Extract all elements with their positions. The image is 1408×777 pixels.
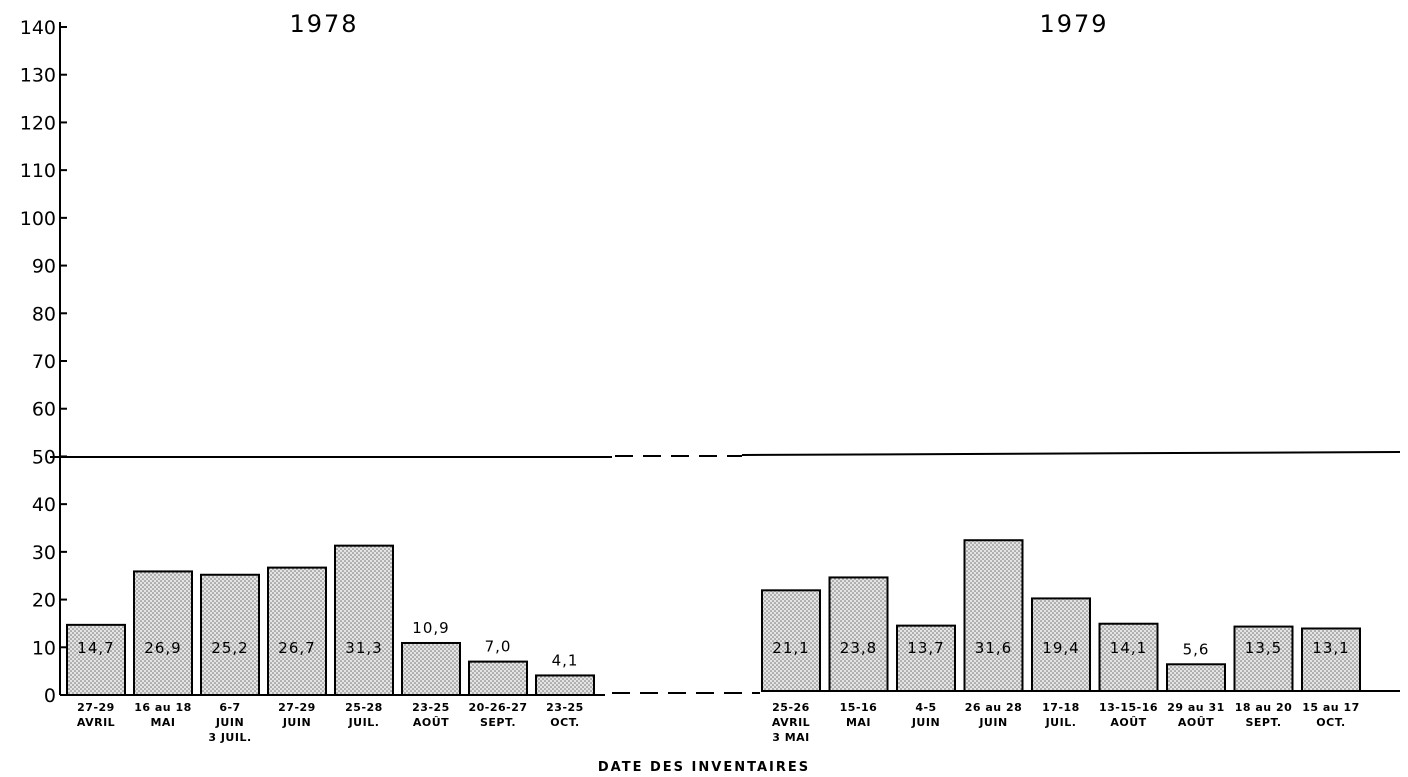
category-label-1978-3: 27-29 (278, 701, 316, 714)
value-label-1978-5: 10,9 (412, 619, 449, 637)
category-label-1978-6: 20-26-27 (468, 701, 527, 714)
category-label-1978-4: 25-28 (345, 701, 383, 714)
category-label-1978-0: 27-29 (77, 701, 115, 714)
bar-1978-7 (535, 674, 595, 696)
bar-1979-3 (963, 539, 1024, 692)
y-tick-label: 120 (20, 112, 56, 134)
bar-group: 14,7 27-29 AVRIL 26,9 16 au 18 MAI 25,2 6-7 JUIN… (66, 539, 1361, 744)
y-tick-label: 100 (20, 208, 56, 230)
y-tick-label: 130 (20, 65, 56, 87)
value-label-1978-3: 26,7 (278, 639, 315, 657)
reference-line-50-1979 (741, 451, 1401, 456)
category-label-1979-8: OCT. (1316, 716, 1345, 729)
category-label-1979-0: 3 MAI (772, 731, 810, 744)
y-tick-label: 0 (44, 685, 56, 707)
y-axis-ticks: 0 10 20 30 40 50 60 70 80 90 100 110 120 130 140 (20, 17, 67, 707)
category-label-1979-1: 15-16 (840, 701, 878, 714)
category-label-1978-2: 6-7 (219, 701, 240, 714)
x-axis-title: DATE DES INVENTAIRES (598, 760, 810, 775)
category-label-1978-2: JUIN (215, 716, 244, 729)
category-label-1979-3: JUIN (978, 716, 1007, 729)
value-label-1978-1: 26,9 (144, 639, 181, 657)
value-label-1979-4: 19,4 (1042, 639, 1079, 657)
value-label-1978-4: 31,3 (345, 639, 382, 657)
y-tick-label: 140 (20, 17, 56, 39)
category-label-1978-5: 23-25 (412, 701, 450, 714)
value-label-1979-7: 13,5 (1245, 639, 1282, 657)
value-label-1979-3: 31,6 (975, 639, 1012, 657)
y-tick-label: 110 (20, 160, 56, 182)
value-label-1979-5: 14,1 (1110, 639, 1147, 657)
category-label-1979-2: 4-5 (915, 701, 936, 714)
category-label-1978-4: JUIL. (348, 716, 380, 729)
category-label-1979-6: AOÛT (1178, 716, 1214, 729)
y-tick-label: 70 (32, 351, 56, 373)
bar-1978-2 (200, 573, 260, 697)
bar-1978-1 (133, 570, 193, 696)
category-label-1978-0: AVRIL (77, 716, 115, 729)
category-label-1979-5: AOÛT (1110, 716, 1146, 729)
y-tick-label: 60 (32, 399, 56, 421)
y-tick-label: 40 (32, 494, 56, 516)
category-label-1978-1: MAI (150, 716, 175, 729)
bar-1979-5 (1098, 622, 1159, 692)
category-label-1979-7: 18 au 20 (1235, 701, 1293, 714)
group-label-1978: 1978 (289, 10, 358, 38)
y-tick-label: 20 (32, 590, 56, 612)
value-label-1979-1: 23,8 (840, 639, 877, 657)
bar-1978-6 (468, 660, 528, 696)
bar-1978-0 (66, 623, 126, 696)
value-label-1978-6: 7,0 (485, 638, 512, 656)
bar-1978-3 (267, 566, 327, 696)
value-label-1979-0: 21,1 (772, 639, 809, 657)
category-label-1978-2: 3 JUIL. (208, 731, 251, 744)
category-label-1978-7: OCT. (550, 716, 579, 729)
bar-1979-6 (1166, 663, 1226, 693)
value-label-1978-7: 4,1 (552, 651, 579, 669)
bar-1979-7 (1233, 625, 1294, 692)
category-label-1979-6: 29 au 31 (1167, 701, 1225, 714)
bar-1979-2 (896, 624, 956, 692)
y-tick-label: 30 (32, 542, 56, 564)
category-label-1978-1: 16 au 18 (134, 701, 192, 714)
value-label-1979-2: 13,7 (907, 639, 944, 657)
value-label-1978-2: 25,2 (211, 639, 248, 657)
bar-1979-0 (761, 589, 821, 693)
group-label-1979: 1979 (1039, 10, 1108, 38)
category-label-1979-7: SEPT. (1245, 716, 1281, 729)
y-tick-label: 50 (32, 446, 56, 468)
category-label-1979-2: JUIN (911, 716, 940, 729)
category-label-1979-3: 26 au 28 (965, 701, 1023, 714)
value-label-1979-6: 5,6 (1183, 640, 1210, 658)
bar-1978-4 (334, 544, 394, 697)
value-label-1979-8: 13,1 (1312, 639, 1349, 657)
category-label-1979-8: 15 au 17 (1302, 701, 1360, 714)
category-label-1978-3: JUIN (282, 716, 311, 729)
bar-1979-8 (1301, 627, 1361, 692)
y-tick-label: 10 (32, 637, 56, 659)
category-label-1979-4: 17-18 (1042, 701, 1080, 714)
category-label-1978-6: SEPT. (480, 716, 516, 729)
bar-1979-1 (828, 576, 889, 692)
bar-1979-4 (1031, 597, 1091, 692)
bar-1978-5 (401, 641, 461, 697)
y-tick-label: 80 (32, 303, 56, 325)
category-label-1979-1: MAI (846, 716, 871, 729)
category-label-1978-5: AOÛT (413, 716, 449, 729)
category-label-1979-5: 13-15-16 (1099, 701, 1158, 714)
value-label-1978-0: 14,7 (77, 639, 114, 657)
category-label-1979-0: AVRIL (772, 716, 810, 729)
y-tick-label: 90 (32, 256, 56, 278)
category-label-1979-0: 25-26 (772, 701, 810, 714)
category-label-1979-4: JUIL. (1045, 716, 1077, 729)
category-label-1978-7: 23-25 (546, 701, 584, 714)
